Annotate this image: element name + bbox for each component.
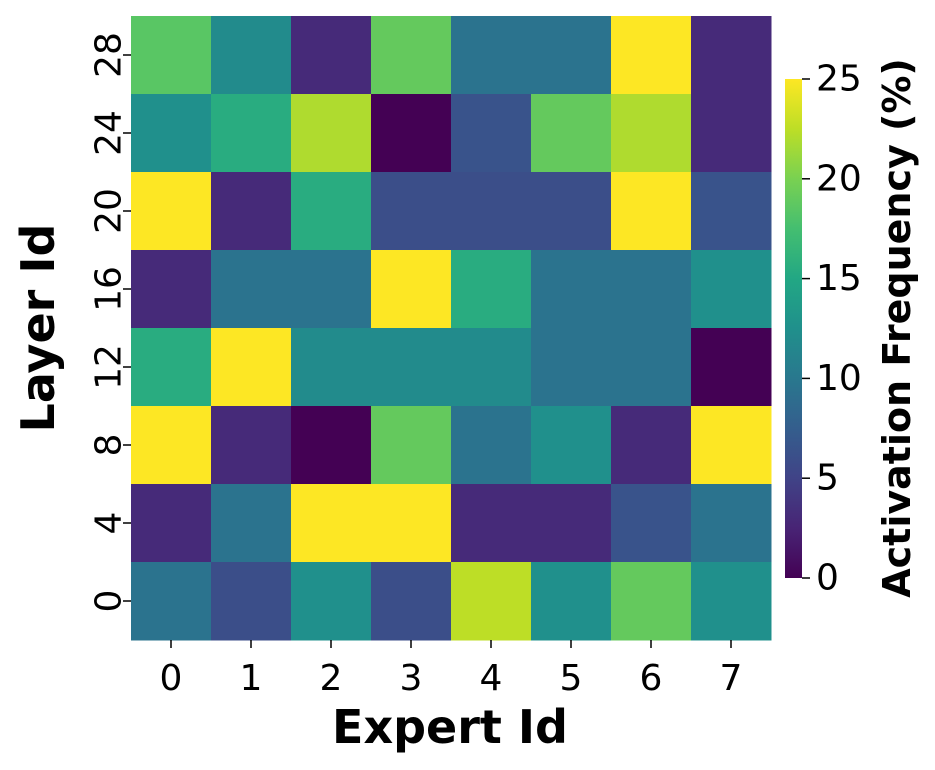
heatmap-cell (451, 484, 532, 563)
heatmap-cell (611, 484, 692, 563)
heatmap-cell (211, 562, 292, 641)
heatmap-cell (371, 94, 452, 173)
heatmap-cell (371, 250, 452, 329)
heatmap-cell (451, 250, 532, 329)
heatmap-cell (531, 406, 612, 485)
heatmap-cell (131, 406, 212, 485)
colorbar-tick-label: 0 (816, 558, 839, 599)
y-axis-title: Layer Id (11, 224, 65, 433)
x-tick-label: 1 (240, 658, 263, 699)
heatmap-cell (131, 94, 212, 173)
heatmap-cell (611, 172, 692, 251)
heatmap-cell (611, 406, 692, 485)
heatmap-cell (291, 16, 372, 95)
heatmap-cell (291, 172, 372, 251)
y-tick-label: 8 (89, 434, 130, 457)
heatmap-cell (531, 250, 612, 329)
heatmap-cell (691, 172, 772, 251)
heatmap-cell (291, 562, 372, 641)
heatmap-cell (531, 562, 612, 641)
heatmap-cell (131, 484, 212, 563)
heatmap-cell (531, 172, 612, 251)
colorbar-title: Activation Frequency (%) (875, 58, 919, 598)
y-tick-label: 0 (89, 590, 130, 613)
heatmap-cell (691, 250, 772, 329)
heatmap-cell (211, 16, 292, 95)
x-tick-label: 5 (560, 658, 583, 699)
heatmap-cell (691, 328, 772, 407)
heatmap-cell (131, 172, 212, 251)
heatmap-cell (531, 16, 612, 95)
colorbar-tick-label: 25 (816, 59, 862, 100)
heatmap-cell (691, 406, 772, 485)
heatmap-cell (131, 250, 212, 329)
heatmap-cell (611, 94, 692, 173)
colorbar-tick-label: 10 (816, 358, 862, 399)
y-tick-label: 28 (89, 32, 130, 78)
heatmap-cell (131, 16, 212, 95)
heatmap-cell (691, 16, 772, 95)
heatmap-cell (611, 562, 692, 641)
heatmap-cell (451, 94, 532, 173)
heatmap-cell (371, 484, 452, 563)
heatmap-cell (131, 328, 212, 407)
heatmap-cell (371, 172, 452, 251)
x-tick-label: 6 (640, 658, 663, 699)
x-tick-label: 3 (400, 658, 423, 699)
x-tick-label: 7 (720, 658, 743, 699)
x-tick-label: 0 (160, 658, 183, 699)
heatmap-cell (291, 328, 372, 407)
heatmap-cell (531, 94, 612, 173)
x-axis-title: Expert Id (332, 700, 568, 754)
x-axis-ticks: 0 1 2 3 4 5 6 7 (160, 640, 743, 699)
y-axis-ticks: 28 24 20 16 12 8 4 0 (89, 32, 131, 613)
heatmap-cell (371, 328, 452, 407)
heatmap-cell (291, 406, 372, 485)
colorbar-tick-label: 15 (816, 258, 862, 299)
heatmap-cell (611, 250, 692, 329)
heatmap-cells (131, 16, 772, 641)
y-tick-label: 4 (89, 512, 130, 535)
heatmap-cell (691, 484, 772, 563)
heatmap-cell (291, 250, 372, 329)
y-tick-label: 12 (89, 344, 130, 390)
y-tick-label: 16 (89, 266, 130, 312)
heatmap-cell (371, 562, 452, 641)
heatmap-cell (291, 484, 372, 563)
x-tick-label: 4 (480, 658, 503, 699)
heatmap-cell (131, 562, 212, 641)
heatmap-cell (531, 328, 612, 407)
heatmap-cell (691, 94, 772, 173)
x-tick-label: 2 (320, 658, 343, 699)
y-tick-label: 24 (89, 110, 130, 156)
heatmap-cell (691, 562, 772, 641)
colorbar-tick-label: 5 (816, 458, 839, 499)
heatmap-cell (211, 328, 292, 407)
heatmap-cell (451, 406, 532, 485)
heatmap-cell (451, 562, 532, 641)
heatmap-cell (611, 16, 692, 95)
heatmap-cell (211, 172, 292, 251)
heatmap-cell (211, 250, 292, 329)
heatmap-cell (371, 16, 452, 95)
colorbar (785, 79, 802, 578)
colorbar-tick-label: 20 (816, 158, 862, 199)
heatmap-cell (291, 94, 372, 173)
heatmap-cell (451, 16, 532, 95)
heatmap-cell (531, 484, 612, 563)
heatmap-cell (211, 94, 292, 173)
heatmap-cell (451, 172, 532, 251)
y-tick-label: 20 (89, 188, 130, 234)
colorbar-ticks: 0 5 10 15 20 25 (802, 59, 862, 599)
heatmap-cell (211, 484, 292, 563)
heatmap-cell (611, 328, 692, 407)
heatmap-cell (451, 328, 532, 407)
heatmap-cell (211, 406, 292, 485)
heatmap-cell (371, 406, 452, 485)
